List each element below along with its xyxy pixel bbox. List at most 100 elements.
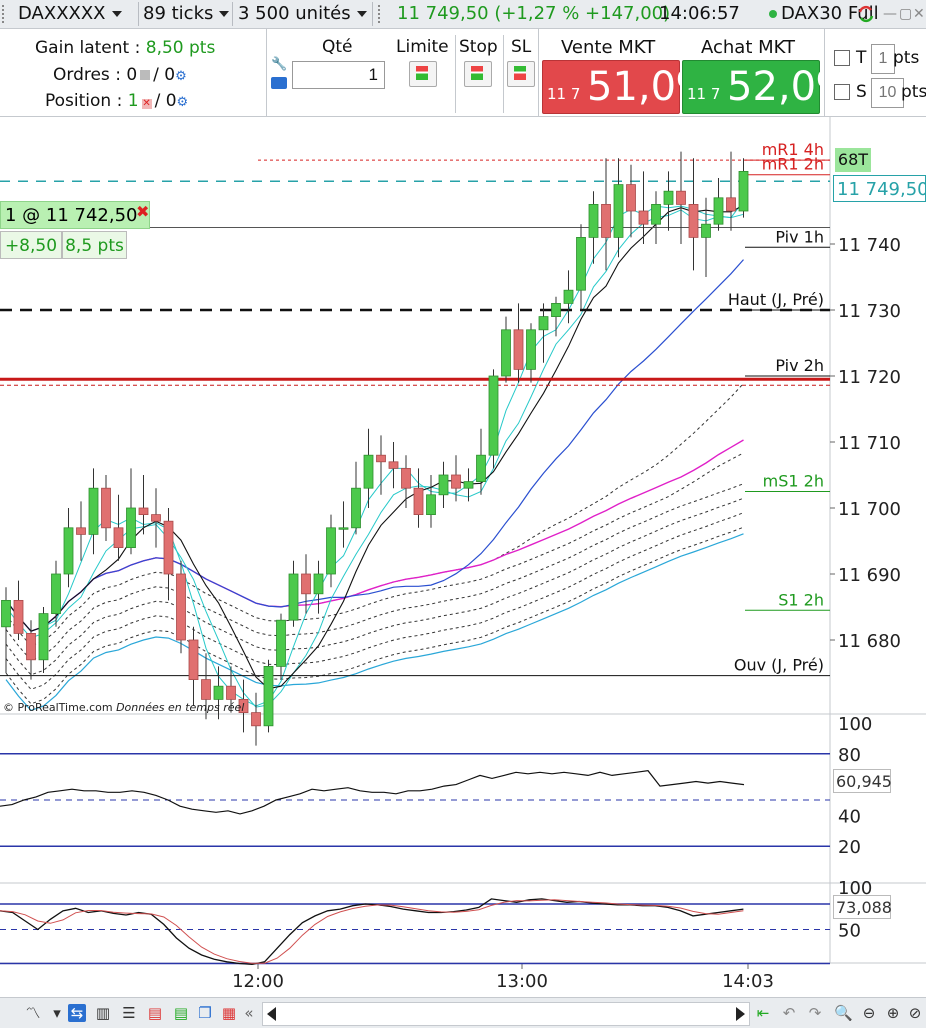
stop-label: Stop — [459, 37, 498, 57]
chart-scrollbar[interactable] — [262, 1002, 750, 1026]
chevron-down-icon — [219, 11, 230, 17]
target-checkbox[interactable] — [834, 50, 850, 66]
data-note: Données en temps réel — [116, 701, 245, 714]
orders-label: Ordres : — [53, 65, 121, 85]
level-label: Ouv (J, Pré) — [734, 656, 824, 675]
buy-label: Achat MKT — [701, 37, 796, 58]
sell-price: 51,0⁰ — [587, 64, 693, 110]
candle — [151, 514, 161, 522]
candle — [688, 204, 699, 238]
time-tick-label: 14:03 — [722, 971, 774, 992]
candle — [701, 223, 711, 238]
gain-label: Gain latent : — [35, 38, 141, 58]
chart-type-icon[interactable]: 〽 — [25, 1004, 41, 1022]
ticks-select[interactable]: 89 ticks — [143, 0, 230, 28]
refresh-icon[interactable] — [856, 0, 878, 28]
scroll-left-icon[interactable] — [267, 1007, 276, 1021]
slow-ma-line — [5, 512, 744, 690]
osc1-tick-label: 80 — [838, 745, 861, 766]
candle — [601, 204, 611, 238]
candle — [26, 633, 36, 661]
stop-points-input[interactable] — [871, 78, 904, 108]
gear-icon[interactable]: ⚙ — [175, 69, 187, 84]
candle — [213, 685, 224, 700]
candle — [201, 679, 211, 700]
alerts-icon[interactable]: ▦ — [221, 1004, 237, 1022]
chevron-down-icon[interactable]: ▾ — [53, 1004, 61, 1022]
level-label: mS1 2h — [763, 472, 824, 491]
position-count: 1 — [127, 91, 139, 111]
quantity-input[interactable] — [292, 61, 385, 89]
candle — [401, 467, 411, 489]
slow-ma-line — [5, 452, 744, 647]
zoom-in-icon[interactable]: ⊕ — [886, 1004, 900, 1022]
bottom-toolbar: 〽 ▾ ⇆ ▥ ☰ ▤ ▤ ❐ ▦ « ⇤ ↶ ↷ 🔍 ⊖ ⊕ ⊘ — [0, 997, 926, 1028]
gain-row: Gain latent : 8,50 pts — [35, 38, 215, 58]
position-tag-text: 1 @ 11 742,50 — [5, 205, 138, 226]
list-icon[interactable]: ☰ — [122, 1004, 136, 1022]
position-tag[interactable]: 1 @ 11 742,50 — [0, 201, 150, 229]
share-icon[interactable]: ⇆ — [68, 1004, 86, 1022]
pnl-points: +8,50 — [0, 231, 62, 259]
close-position-tag-icon[interactable]: ✖ — [136, 202, 150, 221]
layout-icon[interactable]: ▥ — [95, 1004, 111, 1022]
close-icon[interactable]: ✕ — [913, 6, 925, 22]
zoom-out-icon[interactable]: ⊖ — [862, 1004, 876, 1022]
osc2-line — [0, 898, 744, 966]
osc1-tick-label: 40 — [838, 806, 861, 827]
orders-icon[interactable]: ▤ — [173, 1004, 189, 1022]
osc2-signal-line — [0, 899, 744, 964]
maximize-icon[interactable]: ▢ — [899, 6, 913, 22]
sl-order-button[interactable] — [507, 61, 535, 87]
candle — [226, 685, 236, 700]
level-label: Piv 2h — [775, 356, 824, 375]
osc1-tick-label: 20 — [838, 837, 861, 858]
candle — [363, 454, 374, 489]
pnl-label: 8,5 pts — [62, 231, 127, 259]
candle — [188, 639, 199, 680]
chevron-down-icon — [111, 11, 122, 17]
stop-checkbox[interactable] — [834, 84, 850, 100]
zoom-auto-icon[interactable]: 🔍 — [834, 1004, 853, 1022]
position-total: / 0 — [154, 91, 177, 111]
level-label: mR1 4h — [762, 140, 824, 159]
gain-value: 8,50 pts — [145, 38, 216, 58]
candle — [438, 474, 449, 496]
instrument-select[interactable]: DAXXXXX — [18, 0, 122, 28]
candle — [626, 184, 636, 212]
sell-market-button[interactable]: 11 7 51,0⁰ — [542, 60, 692, 114]
limit-order-button[interactable] — [409, 61, 437, 87]
chart-area[interactable]: mR1 4h mR1 2h Piv 1h Haut (J, Pré) Piv 2h mS1… — [0, 117, 926, 995]
candle — [263, 666, 274, 727]
collapse-left-icon[interactable]: « — [244, 1004, 254, 1022]
candle — [476, 454, 486, 483]
order-panel: Gain latent : 8,50 pts Ordres : 0/ 0⚙ Po… — [0, 29, 926, 117]
candle — [338, 527, 349, 530]
units-select[interactable]: 3 500 unités — [238, 0, 367, 28]
buy-price-prefix: 11 7 — [687, 85, 721, 103]
feed-status: DAX30 Full — [769, 0, 879, 28]
candle — [563, 289, 574, 304]
candle — [376, 454, 386, 463]
stop-order-button[interactable] — [464, 61, 492, 87]
price-tick-label: 11 680 — [838, 631, 901, 652]
redo-icon[interactable]: ↷ — [808, 1004, 822, 1022]
candle — [238, 699, 249, 714]
close-position-icon[interactable]: ✕ — [141, 98, 152, 109]
windows-icon[interactable]: ❐ — [198, 1004, 212, 1022]
scroll-right-icon[interactable] — [736, 1007, 745, 1021]
candle — [713, 197, 724, 225]
level-label: Piv 1h — [775, 227, 824, 246]
gear-icon[interactable]: ⚙ — [176, 95, 189, 110]
cancel-orders-icon[interactable] — [140, 70, 151, 80]
back-to-now-icon[interactable]: ⇤ — [756, 1004, 770, 1022]
undo-icon[interactable]: ↶ — [782, 1004, 796, 1022]
zoom-reset-icon[interactable]: ⊘ — [908, 1004, 922, 1022]
order-list-icon[interactable]: ▤ — [147, 1004, 163, 1022]
target-points-input[interactable] — [871, 44, 895, 74]
keyboard-icon[interactable] — [271, 77, 287, 89]
wrench-icon[interactable]: 🔧 — [271, 57, 288, 72]
minimize-icon[interactable]: — — [883, 6, 897, 22]
buy-market-button[interactable]: 11 7 52,0⁰ — [682, 60, 832, 114]
